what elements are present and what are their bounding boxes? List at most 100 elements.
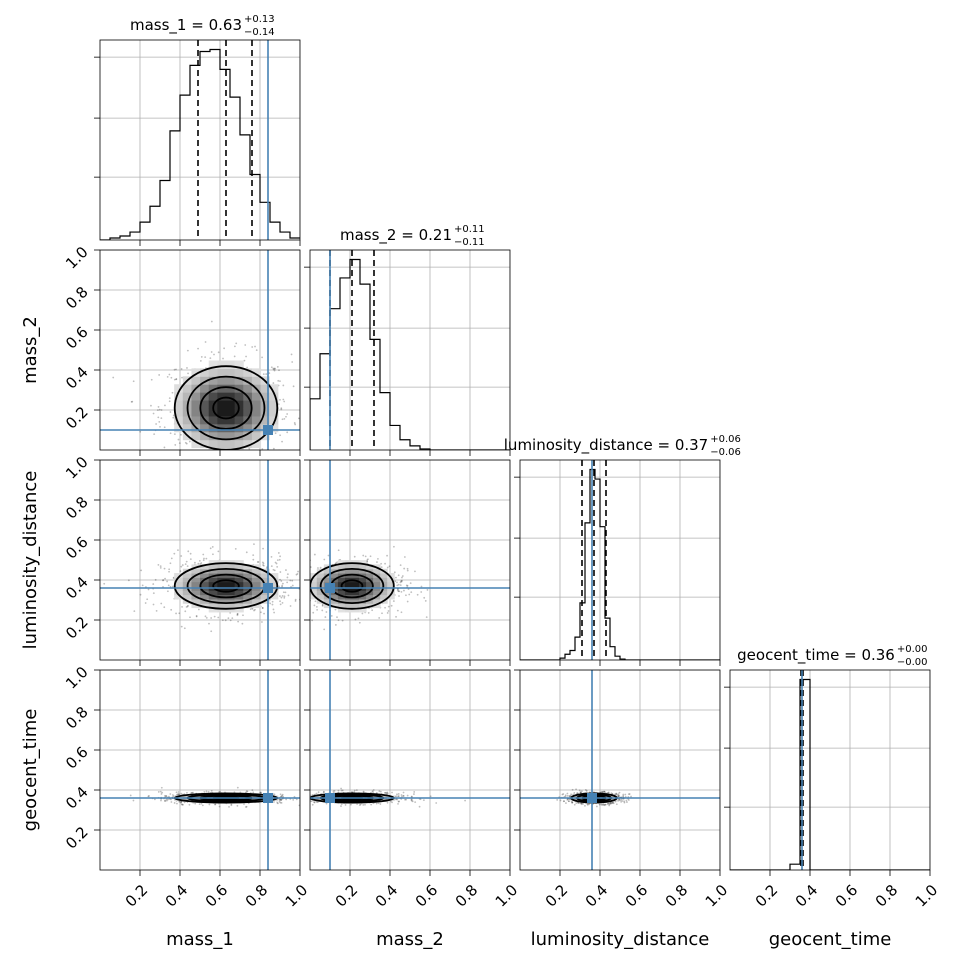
- sample-point: [285, 569, 287, 571]
- density-cell: [191, 581, 201, 587]
- sample-point: [303, 798, 305, 800]
- sample-point: [312, 611, 315, 614]
- sample-point: [620, 799, 622, 802]
- density-cell: [234, 423, 244, 433]
- sample-point: [132, 799, 135, 802]
- density-cell: [344, 590, 353, 596]
- density-cell: [243, 408, 253, 417]
- sample-point: [564, 795, 567, 798]
- sample-point: [304, 801, 306, 803]
- sample-point: [236, 613, 239, 616]
- sample-point: [274, 561, 277, 564]
- sample-point: [160, 786, 163, 789]
- sample-point: [218, 791, 220, 793]
- sample-point: [246, 366, 249, 369]
- density-cell: [251, 431, 262, 441]
- sample-point: [601, 790, 604, 793]
- sample-point: [281, 418, 284, 421]
- sample-point: [210, 617, 213, 619]
- sample-point: [406, 567, 409, 570]
- sample-point: [295, 798, 298, 801]
- sample-point: [187, 372, 189, 375]
- density-cell: [208, 603, 218, 609]
- sample-point: [279, 571, 282, 573]
- density-cell: [337, 568, 346, 574]
- sample-point: [410, 798, 413, 801]
- sample-point: [622, 794, 625, 797]
- sample-point: [291, 361, 294, 363]
- sample-point: [202, 559, 205, 562]
- sample-point: [283, 595, 286, 598]
- density-cell: [226, 590, 236, 596]
- sample-point: [305, 587, 307, 589]
- sample-point: [280, 596, 283, 599]
- density-cell: [174, 590, 184, 596]
- density-cell: [380, 594, 388, 600]
- density-cell: [387, 594, 395, 600]
- density-cell: [217, 408, 227, 417]
- sample-point: [580, 803, 583, 806]
- sample-point: [210, 320, 213, 323]
- sample-point: [155, 423, 158, 425]
- density-cell: [208, 360, 218, 369]
- density-cell: [269, 590, 279, 596]
- sample-point: [397, 588, 399, 591]
- sample-point: [209, 357, 212, 360]
- sample-point: [585, 789, 588, 792]
- density-cell: [366, 581, 374, 587]
- sample-point: [254, 462, 256, 464]
- density-cell: [234, 408, 244, 417]
- density-cell: [217, 384, 227, 393]
- sample-point: [204, 356, 207, 359]
- density-cell: [316, 798, 325, 801]
- sample-point: [272, 368, 275, 371]
- sample-point: [307, 585, 309, 587]
- sample-point: [271, 600, 274, 603]
- sample-point: [236, 804, 239, 807]
- sample-point: [311, 619, 314, 622]
- sample-point: [163, 446, 166, 449]
- sample-point: [248, 447, 251, 450]
- density-cell: [217, 607, 227, 613]
- density-cell: [323, 603, 332, 609]
- sample-point: [380, 562, 383, 565]
- sample-point: [301, 395, 303, 397]
- density-cell: [337, 603, 346, 609]
- sample-point: [157, 406, 160, 408]
- x-tick-label: 0.4: [162, 881, 192, 911]
- density-cell: [174, 415, 184, 425]
- sample-point: [387, 605, 390, 608]
- sample-point: [279, 380, 281, 383]
- sample-point: [366, 560, 369, 563]
- density-cell: [226, 607, 236, 613]
- density-cell: [373, 577, 381, 583]
- density-cell: [243, 400, 253, 409]
- density-cell: [234, 360, 244, 369]
- sample-point: [204, 615, 207, 618]
- sample-point: [279, 398, 281, 401]
- panel-content: [310, 250, 510, 450]
- sample-point: [262, 454, 264, 456]
- sample-point: [395, 795, 398, 798]
- sample-point: [262, 373, 265, 376]
- density-cell: [269, 581, 279, 587]
- sample-point: [279, 600, 281, 603]
- truth-marker: [263, 583, 273, 593]
- sample-point: [393, 571, 396, 574]
- sample-point: [261, 356, 263, 359]
- truth-marker: [325, 793, 335, 803]
- sample-point: [229, 619, 232, 622]
- density-cell: [208, 796, 218, 798]
- sample-point: [379, 790, 382, 793]
- density-cell: [243, 564, 253, 570]
- sample-point: [401, 575, 404, 577]
- density-cell: [234, 607, 244, 613]
- panel-frame: [99, 459, 301, 661]
- sample-point: [223, 347, 226, 350]
- sample-point: [270, 565, 273, 568]
- sample-point: [423, 596, 426, 599]
- density-cell: [208, 577, 218, 583]
- density-cell: [191, 376, 201, 385]
- density-cell: [380, 573, 388, 578]
- density-cell: [251, 439, 262, 449]
